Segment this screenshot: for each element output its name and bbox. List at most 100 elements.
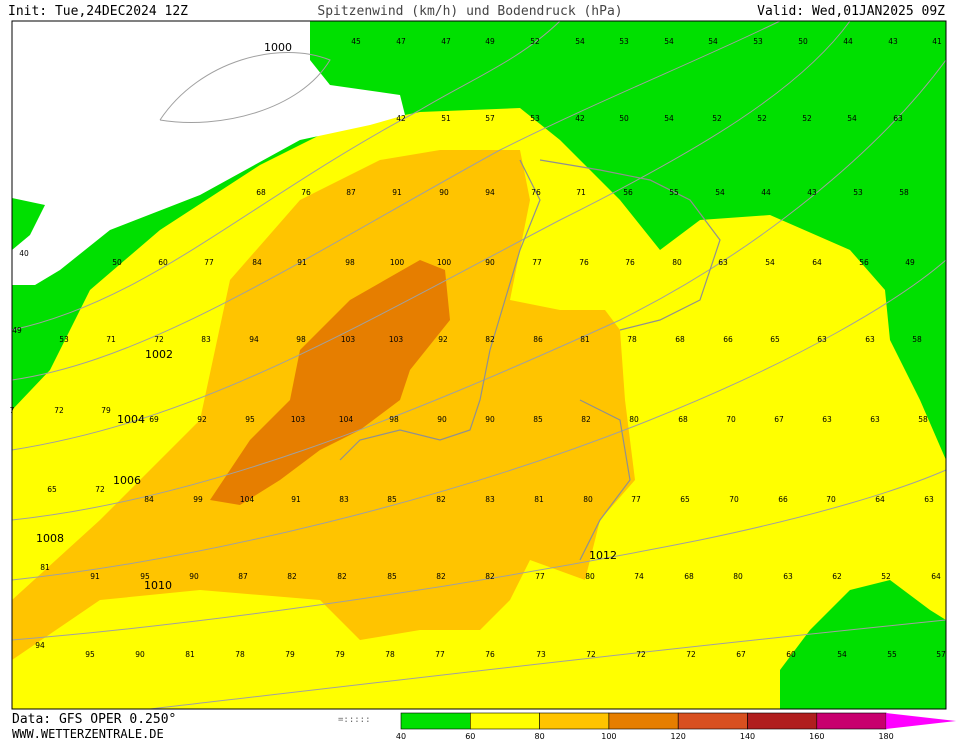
wind-value: 90 [135,650,145,659]
wind-value: 100 [437,258,452,267]
wind-value: 44 [761,188,771,197]
wind-value: 83 [339,495,349,504]
wind-value: 69 [149,415,159,424]
wind-value: 50 [798,37,808,46]
wind-value: 68 [684,572,694,581]
wind-value: 100 [390,258,405,267]
wind-value: 47 [441,37,451,46]
wind-value: 53 [753,37,763,46]
wind-value: 94 [35,641,45,650]
wind-value: 98 [345,258,355,267]
wind-value: 95 [140,572,150,581]
wind-value: 82 [436,572,446,581]
isobar-label: 1010 [144,579,172,592]
wind-value: 63 [893,114,903,123]
wind-value: 64 [875,495,885,504]
wind-value: 70 [726,415,736,424]
wind-value: 92 [197,415,207,424]
wind-value: 52 [712,114,722,123]
data-source: Data: GFS OPER 0.250° [12,712,176,727]
wind-value: 52 [530,37,540,46]
wind-value: 72 [586,650,596,659]
legend-swatch [469,712,540,730]
wind-value: 77 [204,258,214,267]
wind-value: 103 [341,335,356,344]
wind-value: 82 [337,572,347,581]
legend-label: 160 [809,732,824,741]
wind-value: 85 [533,415,543,424]
wind-value: 63 [870,415,880,424]
wind-value: 53 [853,188,863,197]
wind-value: 80 [583,495,593,504]
wind-value: 47 [396,37,406,46]
valid-time: Valid: Wed,01JAN2025 09Z [757,4,945,19]
legend-dashes: =::::: [338,715,371,725]
wind-value: 51 [441,114,451,123]
wind-value: 76 [301,188,311,197]
legend-label: 180 [878,732,893,741]
legend-label: 120 [671,732,686,741]
wind-value: 53 [619,37,629,46]
zone-100-120 [210,260,450,505]
wind-value: 56 [623,188,633,197]
wind-value: 63 [817,335,827,344]
wind-value: 72 [95,485,105,494]
wind-value: 92 [438,335,448,344]
wind-value: 68 [678,415,688,424]
legend-swatch [539,712,610,730]
wind-value: 52 [757,114,767,123]
isobar-label: 1006 [113,474,141,487]
legend-swatch [608,712,679,730]
wind-value: 50 [619,114,629,123]
wind-value: 57 [485,114,495,123]
isobar-label: 1008 [36,532,64,545]
wind-value: 54 [837,650,847,659]
legend-label: 80 [535,732,545,741]
wind-value: 87 [346,188,356,197]
wind-value: 80 [629,415,639,424]
wind-value: 72 [154,335,164,344]
legend-label: 100 [601,732,616,741]
wind-value: 82 [581,415,591,424]
isobar-label: 1004 [117,413,145,426]
wind-value: 52 [881,572,891,581]
wind-value: 40 [19,249,29,258]
wind-value: 67 [736,650,746,659]
wind-value: 91 [90,572,100,581]
wind-value: 82 [485,335,495,344]
legend-arrow [886,713,957,729]
wind-value: 43 [888,37,898,46]
wind-value: 103 [291,415,306,424]
zone-40-60-se [780,580,946,709]
wind-value: 77 [631,495,641,504]
wind-value: 79 [335,650,345,659]
wind-value: 64 [812,258,822,267]
wind-value: 78 [235,650,245,659]
isobar-label: 1012 [589,549,617,562]
wind-value: 64 [931,572,941,581]
wind-value: 67 [774,415,784,424]
wind-value: 50 [112,258,122,267]
wind-value: 54 [575,37,585,46]
wind-value: 54 [664,114,674,123]
wind-value: 82 [436,495,446,504]
legend-swatch [747,712,818,730]
wind-value: 70 [826,495,836,504]
wind-value: 91 [291,495,301,504]
wind-value: 85 [387,572,397,581]
legend-label: 40 [396,732,406,741]
wind-value: 81 [40,563,50,572]
wind-value: 49 [485,37,495,46]
wind-value: 81 [534,495,544,504]
isobar-label: 1000 [264,41,292,54]
wind-value: 63 [865,335,875,344]
wind-value: 57 [936,650,946,659]
wind-value: 77 [435,650,445,659]
wind-value: 80 [672,258,682,267]
wind-value: 66 [723,335,733,344]
wind-value: 42 [396,114,406,123]
wind-value: 99 [193,495,203,504]
wind-value: 58 [918,415,928,424]
wind-value: 52 [802,114,812,123]
wind-value: 79 [285,650,295,659]
